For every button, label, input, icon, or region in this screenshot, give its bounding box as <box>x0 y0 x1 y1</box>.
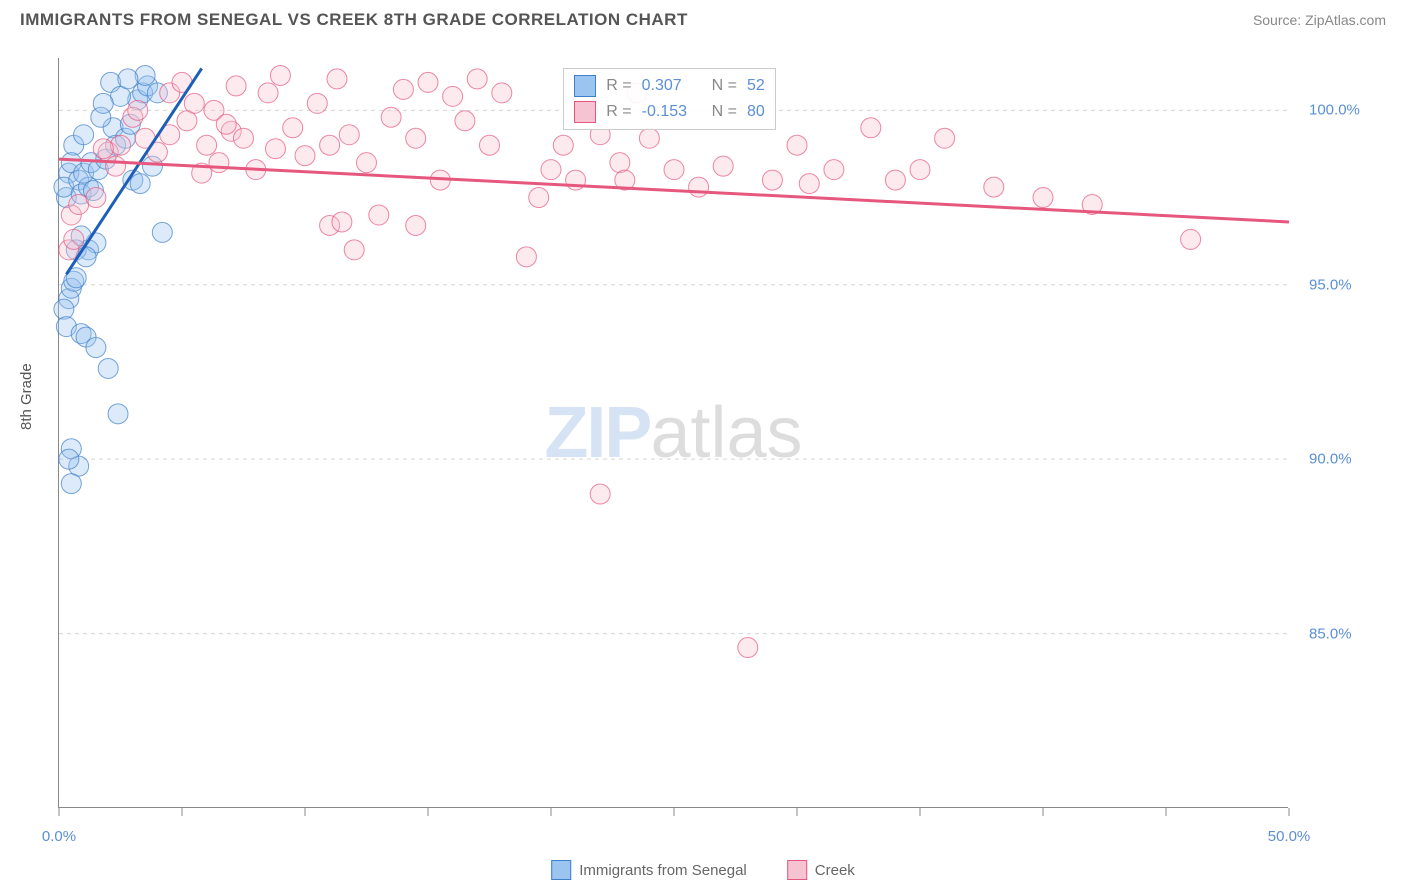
stat-legend-row: R = -0.153 N = 80 <box>574 99 764 125</box>
chart-title: IMMIGRANTS FROM SENEGAL VS CREEK 8TH GRA… <box>20 10 688 30</box>
stat-legend-row: R = 0.307 N = 52 <box>574 73 764 99</box>
source-label: Source: ZipAtlas.com <box>1253 12 1386 28</box>
plot-svg <box>59 58 1289 808</box>
legend-label: Immigrants from Senegal <box>579 862 747 879</box>
legend-swatch-icon <box>787 860 807 880</box>
stat-n-value: 52 <box>747 73 765 99</box>
stat-n-label: N = <box>712 73 737 99</box>
legend-label: Creek <box>815 862 855 879</box>
legend-item: Creek <box>787 860 855 880</box>
legend-item: Immigrants from Senegal <box>551 860 747 880</box>
stat-n-label: N = <box>712 99 737 125</box>
stat-r-label: R = <box>606 73 631 99</box>
stat-r-value: -0.153 <box>642 99 702 125</box>
stat-legend: R = 0.307 N = 52 R = -0.153 N = 80 <box>563 68 775 129</box>
scatter-plot: ZIPatlas R =0.307N =52R =-0.153N =80 85.… <box>58 58 1288 808</box>
legend-swatch-icon <box>574 75 596 97</box>
bottom-legend: Immigrants from Senegal Creek <box>551 860 855 880</box>
x-tick-label: 0.0% <box>42 828 76 845</box>
y-axis-label: 8th Grade <box>18 363 35 430</box>
stat-r-value: 0.307 <box>642 73 702 99</box>
stat-n-value: 80 <box>747 99 765 125</box>
stat-r-label: R = <box>606 99 631 125</box>
x-tick-label: 50.0% <box>1268 828 1311 845</box>
legend-swatch-icon <box>574 101 596 123</box>
legend-swatch-icon <box>551 860 571 880</box>
title-bar: IMMIGRANTS FROM SENEGAL VS CREEK 8TH GRA… <box>0 0 1406 34</box>
